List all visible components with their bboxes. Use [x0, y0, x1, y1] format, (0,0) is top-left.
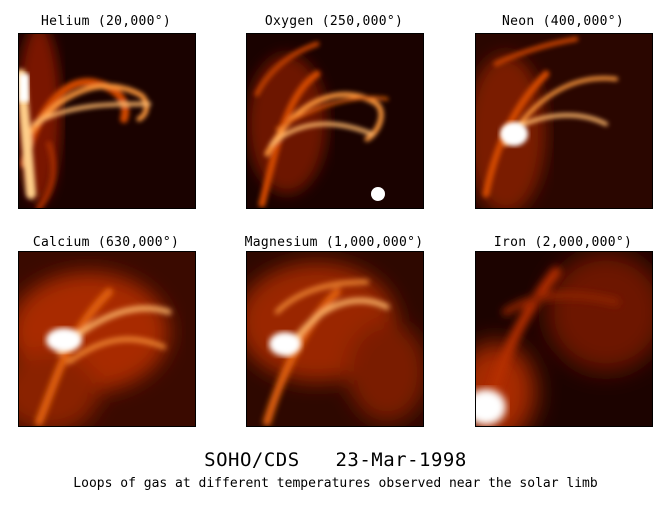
- panel-title-helium: Helium (20,000°): [40, 14, 172, 29]
- footer-title: SOHO/CDS 23-Mar-1998: [204, 449, 467, 471]
- panel-title-calcium: Calcium (630,000°): [32, 235, 180, 250]
- panel-title-neon: Neon (400,000°): [502, 14, 624, 29]
- panel-title-oxygen: Oxygen (250,000°): [264, 14, 404, 29]
- magnesium-image: [246, 251, 424, 427]
- panel-title-iron: Iron (2,000,000°): [493, 235, 633, 250]
- calcium-image: [18, 251, 196, 427]
- footer-caption: Loops of gas at different temperatures o…: [73, 476, 598, 491]
- iron-image: [475, 251, 653, 427]
- oxygen-image: [246, 33, 424, 209]
- helium-image: [18, 33, 196, 209]
- neon-image: [475, 33, 653, 209]
- panel-title-magnesium: Magnesium (1,000,000°): [244, 235, 424, 250]
